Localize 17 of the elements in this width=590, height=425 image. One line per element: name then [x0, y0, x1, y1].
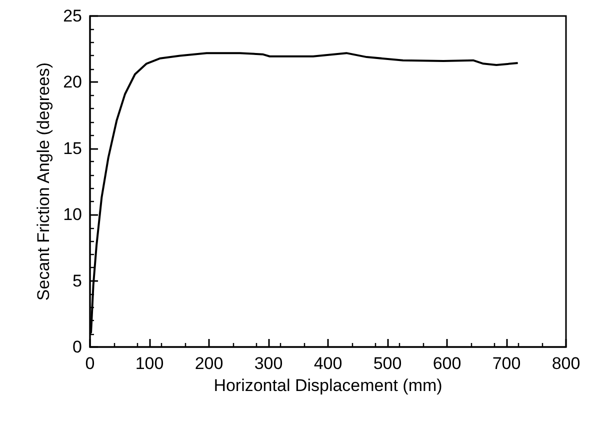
x-tick-label: 100 [135, 354, 164, 373]
y-tick-label: 5 [72, 271, 82, 290]
x-tick-label: 200 [194, 354, 224, 373]
x-tick-label: 300 [254, 354, 283, 373]
y-axis-title: Secant Friction Angle (degrees) [34, 62, 53, 301]
x-tick-label: 400 [314, 354, 342, 373]
y-tick-label: 25 [63, 6, 82, 26]
y-tick-label: 15 [63, 138, 82, 158]
y-tick-label: 0 [72, 338, 82, 356]
x-tick-label: 500 [373, 354, 402, 373]
x-tick-label: 700 [492, 354, 521, 373]
x-tick-label: 0 [85, 354, 95, 373]
y-tick-label: 20 [63, 72, 82, 92]
y-tick-label: 10 [63, 205, 82, 224]
x-tick-label: 600 [432, 354, 462, 373]
x-tick-label: 800 [552, 354, 580, 373]
x-axis-title: Horizontal Displacement (mm) [214, 376, 442, 395]
